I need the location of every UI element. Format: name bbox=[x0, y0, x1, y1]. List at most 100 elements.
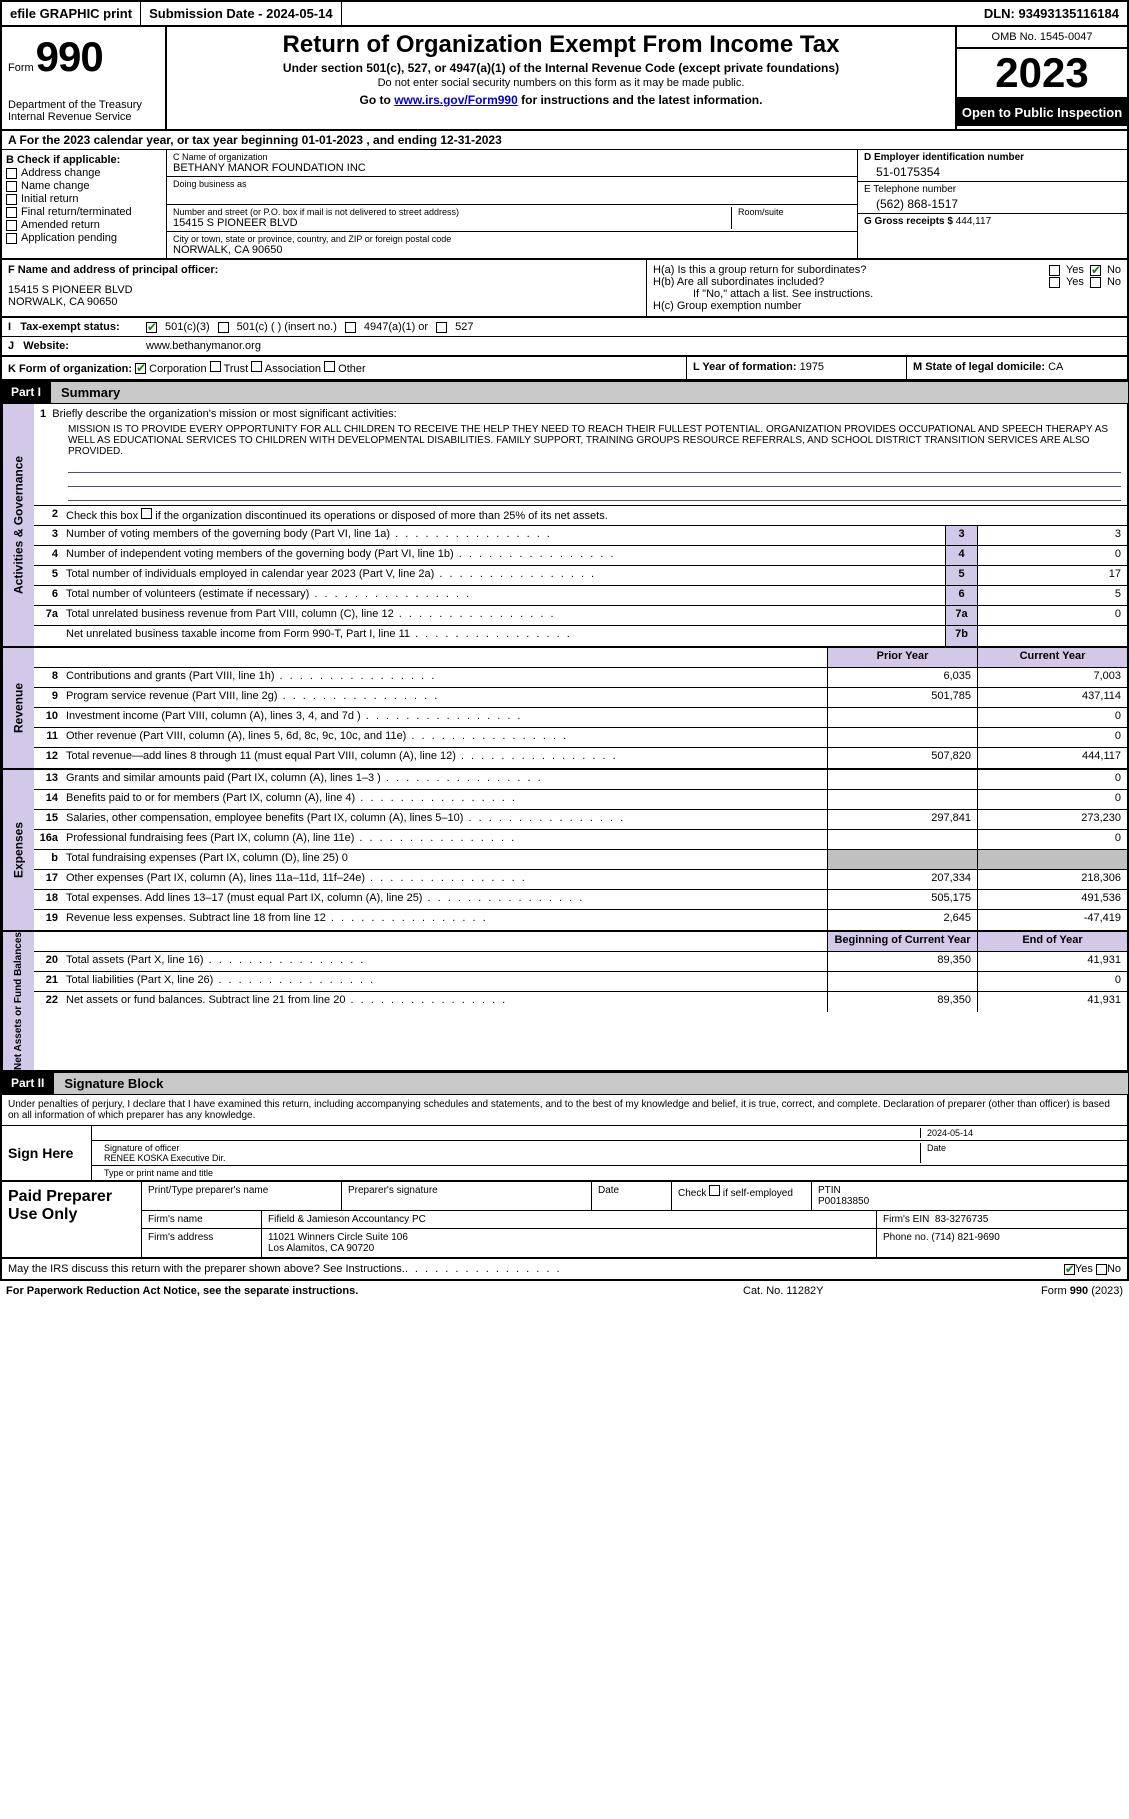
top-bar: efile GRAPHIC print Submission Date - 20… bbox=[0, 0, 1129, 27]
side-tab-revenue: Revenue bbox=[2, 648, 34, 768]
prep-sig-hdr: Preparer's signature bbox=[342, 1182, 592, 1210]
checkbox-corporation[interactable] bbox=[135, 363, 146, 374]
label-discuss-yes: Yes bbox=[1075, 1263, 1093, 1275]
checkbox-discuss-no[interactable] bbox=[1096, 1264, 1107, 1275]
form-number: 990 bbox=[36, 33, 103, 81]
checkbox-501c3[interactable] bbox=[146, 322, 157, 333]
row-num: 5 bbox=[34, 566, 62, 585]
signature-section: Under penalties of perjury, I declare th… bbox=[0, 1095, 1129, 1182]
checkbox-hb-yes[interactable] bbox=[1049, 277, 1060, 288]
checkbox-discuss-yes[interactable] bbox=[1064, 1264, 1075, 1275]
part-1-title: Summary bbox=[51, 382, 1128, 403]
row-cy bbox=[977, 850, 1127, 869]
firm-ein: 83-3276735 bbox=[935, 1214, 988, 1225]
checkbox-self-employed[interactable] bbox=[709, 1185, 720, 1196]
checkbox-ha-yes[interactable] bbox=[1049, 265, 1060, 276]
checkbox-hb-no[interactable] bbox=[1090, 277, 1101, 288]
row-cy: 0 bbox=[977, 770, 1127, 789]
ptin-label: PTIN bbox=[818, 1185, 1121, 1196]
row-cy: 491,536 bbox=[977, 890, 1127, 909]
row-num: 3 bbox=[34, 526, 62, 545]
revenue-section: Revenue Prior Year Current Year 8 Contri… bbox=[0, 648, 1129, 770]
label-yes-2: Yes bbox=[1066, 276, 1084, 288]
opt-527: 527 bbox=[455, 321, 473, 333]
table-row: 11 Other revenue (Part VIII, column (A),… bbox=[34, 728, 1127, 748]
row-cy: 0 bbox=[977, 790, 1127, 809]
footer-row: For Paperwork Reduction Act Notice, see … bbox=[0, 1281, 1129, 1301]
form-header: Form 990 Department of the Treasury Inte… bbox=[0, 27, 1129, 131]
checkbox-other[interactable] bbox=[324, 361, 335, 372]
table-row: 13 Grants and similar amounts paid (Part… bbox=[34, 770, 1127, 790]
row-cy: 273,230 bbox=[977, 810, 1127, 829]
checkbox-address-change[interactable] bbox=[6, 168, 17, 179]
row-val: 5 bbox=[977, 586, 1127, 605]
row-py: 207,334 bbox=[827, 870, 977, 889]
firm-ein-label: Firm's EIN bbox=[883, 1214, 929, 1225]
sig-blank bbox=[98, 1128, 921, 1138]
row-desc: Contributions and grants (Part VIII, lin… bbox=[62, 668, 827, 687]
row-desc: Total revenue—add lines 8 through 11 (mu… bbox=[62, 748, 827, 768]
checkbox-line-2[interactable] bbox=[141, 508, 152, 519]
dba-label: Doing business as bbox=[173, 179, 851, 189]
ha-label: H(a) Is this a group return for subordin… bbox=[653, 264, 1043, 276]
row-num: 4 bbox=[34, 546, 62, 565]
row-num: 22 bbox=[34, 992, 62, 1012]
row-cy: 218,306 bbox=[977, 870, 1127, 889]
row-py bbox=[827, 830, 977, 849]
table-row: 10 Investment income (Part VIII, column … bbox=[34, 708, 1127, 728]
column-c: C Name of organization BETHANY MANOR FOU… bbox=[167, 150, 857, 258]
row-num: 9 bbox=[34, 688, 62, 707]
row-desc: Other revenue (Part VIII, column (A), li… bbox=[62, 728, 827, 747]
checkbox-final-return[interactable] bbox=[6, 207, 17, 218]
row-py: 507,820 bbox=[827, 748, 977, 768]
row-num: 10 bbox=[34, 708, 62, 727]
table-row: 4 Number of independent voting members o… bbox=[34, 546, 1127, 566]
officer-addr2: NORWALK, CA 90650 bbox=[8, 296, 640, 308]
blank-line-2 bbox=[68, 473, 1121, 487]
row-desc: Total unrelated business revenue from Pa… bbox=[62, 606, 945, 625]
telephone-value: (562) 868-1517 bbox=[876, 197, 1121, 211]
state-domicile: M State of legal domicile: CA bbox=[907, 357, 1127, 379]
open-to-public: Open to Public Inspection bbox=[957, 99, 1127, 126]
checkbox-name-change[interactable] bbox=[6, 181, 17, 192]
row-py: 6,035 bbox=[827, 668, 977, 687]
street-value: 15415 S PIONEER BLVD bbox=[173, 217, 731, 229]
checkbox-trust[interactable] bbox=[210, 361, 221, 372]
checkbox-527[interactable] bbox=[436, 322, 447, 333]
hb-note: If "No," attach a list. See instructions… bbox=[693, 288, 1121, 300]
form-title: Return of Organization Exempt From Incom… bbox=[175, 31, 947, 59]
row-py: 89,350 bbox=[827, 992, 977, 1012]
row-desc: Other expenses (Part IX, column (A), lin… bbox=[62, 870, 827, 889]
checkbox-amended-return[interactable] bbox=[6, 220, 17, 231]
checkbox-501c[interactable] bbox=[218, 322, 229, 333]
sig-officer-name: RENEE KOSKA Executive Dir. bbox=[104, 1153, 914, 1163]
form990-link[interactable]: www.irs.gov/Form990 bbox=[394, 93, 518, 107]
row-desc: Grants and similar amounts paid (Part IX… bbox=[62, 770, 827, 789]
blank-line-3 bbox=[68, 487, 1121, 501]
line-a-row: A For the 2023 calendar year, or tax yea… bbox=[0, 131, 1129, 150]
checkbox-4947[interactable] bbox=[345, 322, 356, 333]
discuss-dots bbox=[405, 1263, 1064, 1275]
telephone-label: E Telephone number bbox=[864, 184, 1121, 195]
row-desc: Program service revenue (Part VIII, line… bbox=[62, 688, 827, 707]
prep-name-hdr: Print/Type preparer's name bbox=[142, 1182, 342, 1210]
checkbox-application-pending[interactable] bbox=[6, 233, 17, 244]
checkbox-initial-return[interactable] bbox=[6, 194, 17, 205]
side-tab-expenses: Expenses bbox=[2, 770, 34, 930]
row-num: 20 bbox=[34, 952, 62, 971]
row-cy: 41,931 bbox=[977, 992, 1127, 1012]
officer-label: F Name and address of principal officer: bbox=[8, 264, 640, 276]
net-assets-section: Net Assets or Fund Balances Beginning of… bbox=[0, 932, 1129, 1072]
checkbox-association[interactable] bbox=[251, 361, 262, 372]
room-label: Room/suite bbox=[738, 207, 851, 217]
checkbox-ha-no[interactable] bbox=[1090, 265, 1101, 276]
table-row: 18 Total expenses. Add lines 13–17 (must… bbox=[34, 890, 1127, 910]
mission-text: MISSION IS TO PROVIDE EVERY OPPORTUNITY … bbox=[68, 424, 1121, 457]
row-desc: Net assets or fund balances. Subtract li… bbox=[62, 992, 827, 1012]
row-num bbox=[34, 626, 62, 646]
row-num: 19 bbox=[34, 910, 62, 930]
row-desc: Investment income (Part VIII, column (A)… bbox=[62, 708, 827, 727]
row-py bbox=[827, 770, 977, 789]
row-desc: Total liabilities (Part X, line 26) bbox=[62, 972, 827, 991]
opt-assoc: Association bbox=[265, 363, 321, 375]
